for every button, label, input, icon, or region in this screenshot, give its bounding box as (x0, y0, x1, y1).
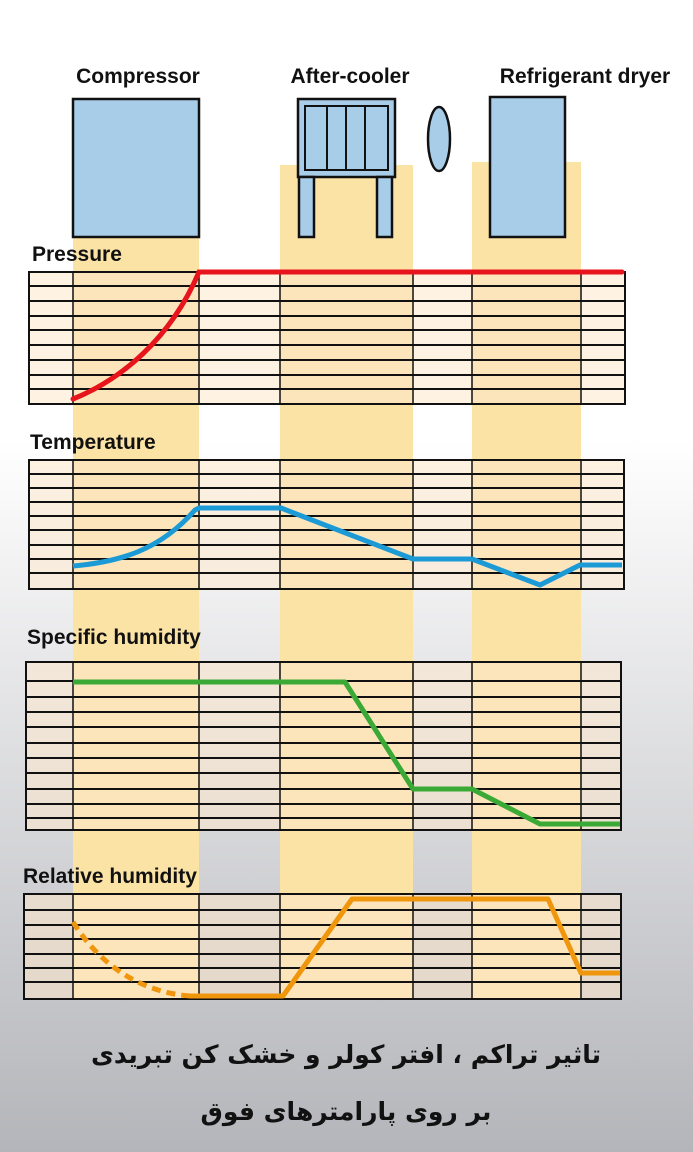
pressure-panel (28, 271, 626, 405)
after-cooler-icon (296, 97, 397, 239)
pressure-curve (70, 269, 625, 402)
refrigerant-dryer-icon (488, 95, 567, 239)
caption-line-2: بر روی پارامترهای فوق (201, 1097, 492, 1127)
temperature-title: Temperature (30, 431, 156, 454)
specific-humidity-curve (73, 679, 620, 827)
water-separator-icon (426, 105, 452, 173)
specific-humidity-title: Specific humidity (27, 626, 201, 649)
compressor-label: Compressor (76, 65, 200, 88)
refrigerant-dryer-label: Refrigerant dryer (500, 65, 670, 88)
temperature-curve (72, 505, 622, 588)
relative-humidity-panel (23, 893, 622, 1000)
relative-humidity-curve-dashed (70, 920, 191, 999)
specific-humidity-panel (25, 661, 622, 831)
relative-humidity-curve-solid (190, 896, 620, 999)
relative-humidity-title: Relative humidity (23, 865, 197, 888)
pressure-title: Pressure (32, 243, 122, 266)
after-cooler-label: After-cooler (290, 65, 409, 88)
compressor-icon (71, 97, 201, 239)
caption-line-1: تاثیر تراکم ، افتر کولر و خشک کن تبریدی (91, 1040, 601, 1070)
